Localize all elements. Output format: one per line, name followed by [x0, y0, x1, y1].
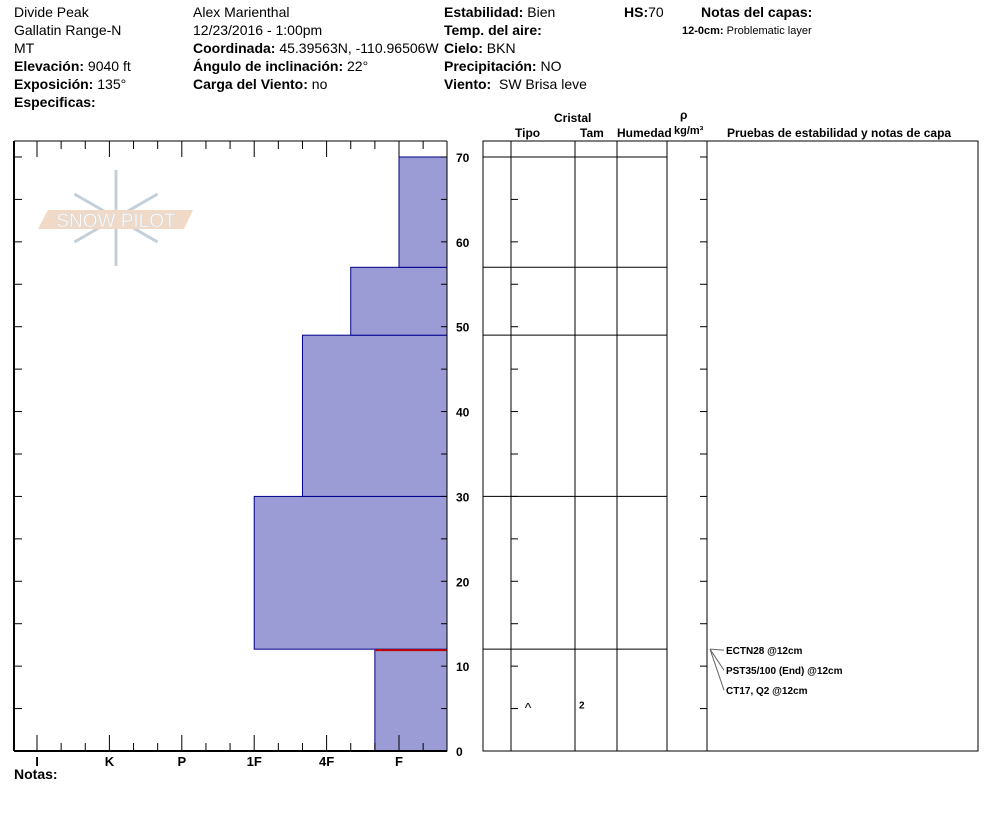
size-header: Tam	[580, 126, 604, 140]
location: Divide Peak	[14, 4, 89, 20]
specifics: Especificas:	[14, 94, 96, 110]
elevation: Elevación: 9040 ft	[14, 58, 131, 74]
x-tick-label: 1F	[247, 754, 262, 769]
test-arrow	[709, 649, 725, 691]
y-tick-label: 60	[456, 236, 470, 250]
density-header: kg/m³	[674, 125, 704, 137]
snow-height: HS:70	[624, 4, 664, 20]
y-tick-label: 30	[456, 490, 470, 504]
rho-header: ρ	[680, 108, 688, 122]
aspect: Exposición: 135°	[14, 76, 127, 92]
x-tick-label: I	[35, 754, 39, 769]
y-tick-label: 70	[456, 151, 470, 165]
y-tick-label: 20	[456, 575, 470, 589]
observer: Alex Marienthal	[193, 4, 290, 20]
layer-note: 12-0cm: Problematic layer	[682, 25, 812, 37]
svg-text:SNOW PILOT: SNOW PILOT	[56, 211, 176, 232]
crystal-type-symbol: ^	[525, 699, 532, 715]
range: Gallatin Range-N	[14, 22, 122, 38]
stability-test: CT17, Q2 @12cm	[726, 686, 808, 697]
type-header: Tipo	[515, 126, 541, 140]
y-tick-label: 40	[456, 406, 470, 420]
x-tick-label: 4F	[319, 754, 334, 769]
layer-table	[482, 140, 979, 752]
x-tick-label: P	[177, 754, 186, 769]
air-temp: Temp. del aire:	[444, 22, 542, 38]
tests-header: Pruebas de estabilidad y notas de capa	[727, 126, 952, 140]
stability-test: ECTN28 @12cm	[726, 646, 803, 657]
precipitation: Precipitación: NO	[444, 58, 562, 74]
snowpilot-logo: SNOW PILOT	[38, 170, 193, 266]
slope-angle: Ángulo de inclinación: 22°	[193, 58, 369, 74]
hardness-layer-bar	[398, 156, 448, 268]
hardness-layer-bar	[374, 648, 448, 752]
wind-loading: Carga del Viento: no	[193, 76, 328, 92]
moisture-header: Humedad	[617, 126, 672, 140]
crystal-size: 2	[579, 700, 585, 711]
datetime: 12/23/2016 - 1:00pm	[193, 22, 323, 38]
x-tick-label: F	[395, 754, 403, 769]
coordinates: Coordinada: 45.39563N, -110.96506W	[193, 40, 439, 56]
hardness-layer-bar	[350, 266, 448, 336]
stability: Estabilidad: Bien	[444, 4, 556, 20]
layer-notes-title: Notas del capas:	[701, 4, 813, 20]
stability-test: PST35/100 (End) @12cm	[726, 666, 843, 677]
y-tick-label: 0	[456, 745, 463, 759]
test-arrow	[709, 648, 725, 651]
hardness-layer-bar	[301, 334, 448, 497]
state: MT	[14, 40, 35, 56]
y-tick-label: 50	[456, 321, 470, 335]
x-tick-label: K	[105, 754, 115, 769]
wind: Viento: SW Brisa leve	[444, 76, 587, 92]
notes: Notas:	[14, 766, 58, 782]
crystal-header: Cristal	[554, 111, 592, 125]
y-tick-label: 10	[456, 660, 470, 674]
hardness-layer-bar	[253, 495, 448, 650]
sky: Cielo: BKN	[444, 40, 516, 56]
test-arrow	[709, 648, 725, 671]
